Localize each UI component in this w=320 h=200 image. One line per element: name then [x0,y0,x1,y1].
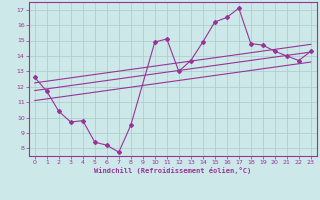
X-axis label: Windchill (Refroidissement éolien,°C): Windchill (Refroidissement éolien,°C) [94,167,252,174]
